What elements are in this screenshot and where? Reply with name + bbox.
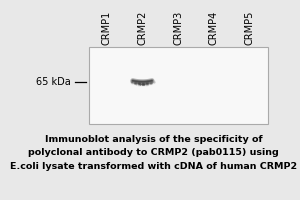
Text: CRMP1: CRMP1 [102,11,112,45]
Text: polyclonal antibody to CRMP2 (pab0115) using: polyclonal antibody to CRMP2 (pab0115) u… [28,148,279,157]
Text: CRMP3: CRMP3 [173,11,183,45]
Text: Immunoblot analysis of the specificity of: Immunoblot analysis of the specificity o… [45,135,262,144]
Text: CRMP5: CRMP5 [245,10,255,45]
Text: E.coli lysate transformed with cDNA of human CRMP2: E.coli lysate transformed with cDNA of h… [10,162,297,171]
Text: 65 kDa: 65 kDa [37,77,71,87]
Text: CRMP4: CRMP4 [209,11,219,45]
Bar [89,47,268,124]
Text: CRMP2: CRMP2 [137,10,147,45]
